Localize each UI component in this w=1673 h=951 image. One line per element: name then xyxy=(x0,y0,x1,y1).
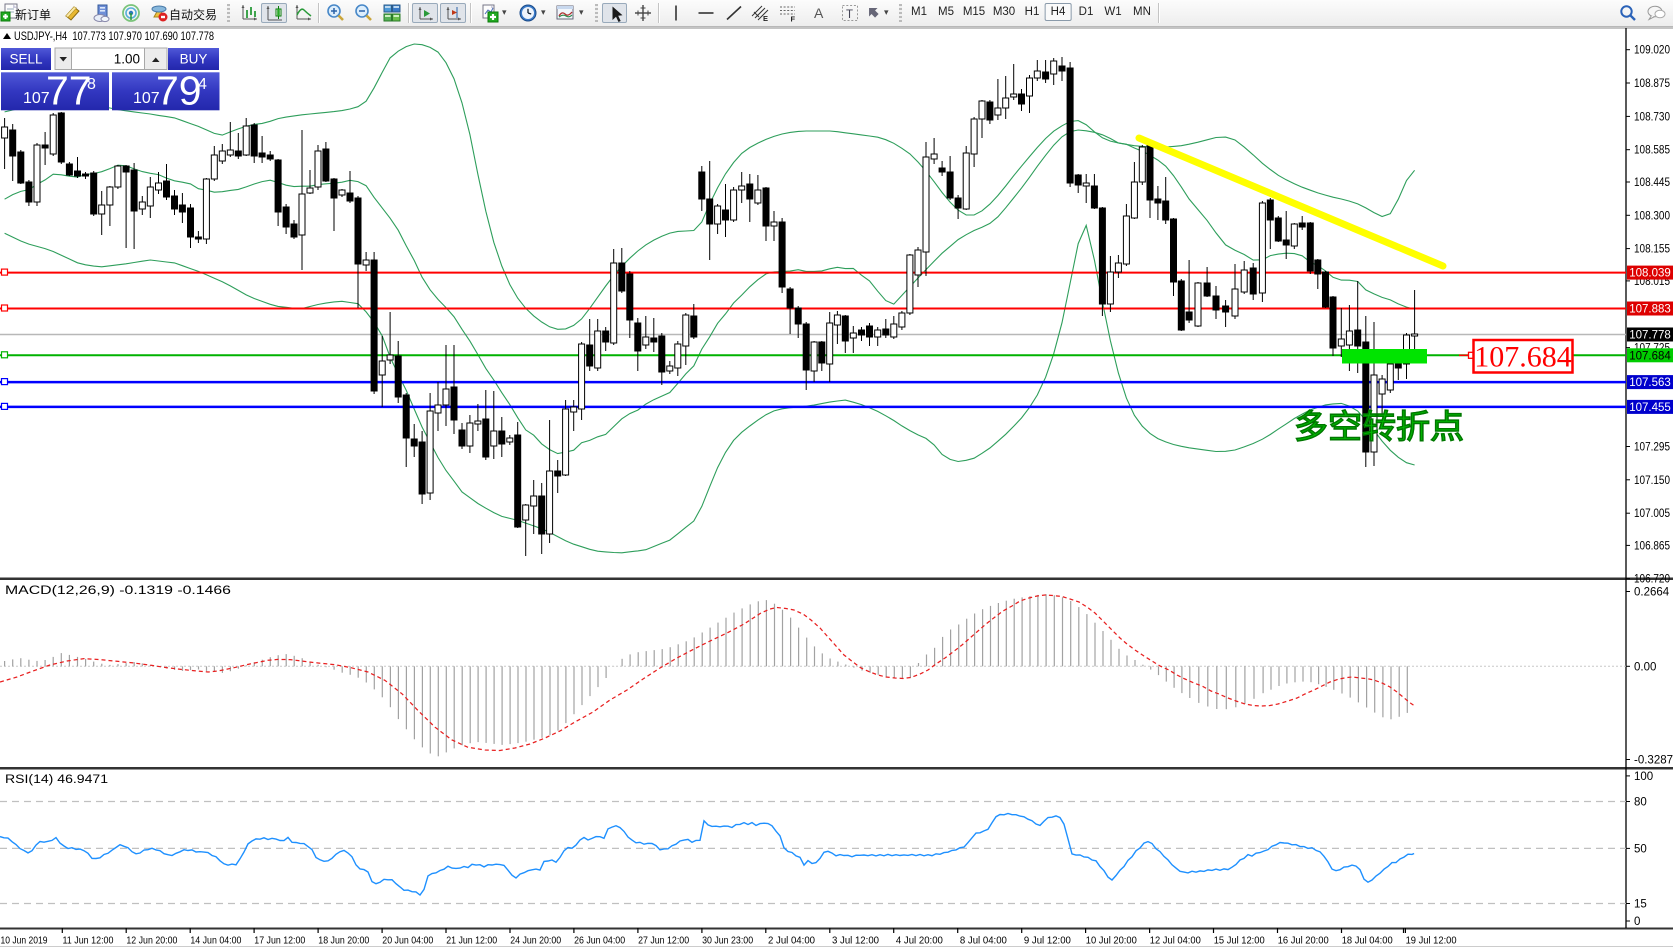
svg-text:107.883: 107.883 xyxy=(1629,304,1671,316)
svg-text:108.300: 108.300 xyxy=(1634,210,1670,222)
svg-text:107.295: 107.295 xyxy=(1634,442,1670,454)
svg-text:21 Jun 12:00: 21 Jun 12:00 xyxy=(446,935,497,947)
svg-text:24 Jun 20:00: 24 Jun 20:00 xyxy=(510,935,561,947)
svg-text:107: 107 xyxy=(133,90,160,107)
svg-text:0.00: 0.00 xyxy=(1634,661,1656,673)
svg-text:108.155: 108.155 xyxy=(1634,244,1670,256)
svg-text:26 Jun 04:00: 26 Jun 04:00 xyxy=(574,935,625,947)
svg-text:108.730: 108.730 xyxy=(1634,111,1670,123)
svg-text:11 Jun 12:00: 11 Jun 12:00 xyxy=(63,935,114,947)
svg-text:4: 4 xyxy=(198,76,207,93)
svg-text:RSI(14) 46.9471: RSI(14) 46.9471 xyxy=(5,774,108,786)
svg-text:8 Jul 04:00: 8 Jul 04:00 xyxy=(960,935,1007,947)
svg-text:107.684: 107.684 xyxy=(1474,341,1572,374)
svg-text:108.585: 108.585 xyxy=(1634,145,1670,157)
svg-text:USDJPY-,H4 107.773 107.970 10: USDJPY-,H4 107.773 107.970 107.690 107.7… xyxy=(14,29,214,43)
svg-text:107.150: 107.150 xyxy=(1634,475,1670,487)
svg-text:108.039: 108.039 xyxy=(1629,268,1671,280)
svg-text:107.684: 107.684 xyxy=(1629,350,1671,362)
svg-text:F: F xyxy=(791,15,796,24)
svg-text:T: T xyxy=(846,9,853,21)
svg-text:107.005: 107.005 xyxy=(1634,508,1670,520)
svg-text:-0.3287: -0.3287 xyxy=(1634,755,1673,767)
svg-text:80: 80 xyxy=(1634,797,1647,809)
svg-text:20 Jun 04:00: 20 Jun 04:00 xyxy=(382,935,433,947)
svg-text:14 Jun 04:00: 14 Jun 04:00 xyxy=(190,935,241,947)
svg-text:108.445: 108.445 xyxy=(1634,177,1670,189)
svg-text:109.020: 109.020 xyxy=(1634,45,1670,57)
svg-text:1.00: 1.00 xyxy=(114,52,140,67)
svg-text:30 Jun 23:00: 30 Jun 23:00 xyxy=(702,935,753,947)
svg-text:16 Jul 20:00: 16 Jul 20:00 xyxy=(1278,935,1329,947)
svg-text:E: E xyxy=(763,14,768,23)
svg-text:10 Jun 2019: 10 Jun 2019 xyxy=(1,935,48,947)
svg-text:8: 8 xyxy=(87,76,96,93)
svg-text:12 Jul 04:00: 12 Jul 04:00 xyxy=(1150,935,1201,947)
svg-text:107: 107 xyxy=(23,90,50,107)
svg-text:17 Jun 12:00: 17 Jun 12:00 xyxy=(254,935,305,947)
svg-text:27 Jun 12:00: 27 Jun 12:00 xyxy=(638,935,689,947)
svg-text:107.455: 107.455 xyxy=(1629,402,1671,414)
svg-text:BUY: BUY xyxy=(180,52,208,67)
svg-text:77: 77 xyxy=(46,68,92,114)
svg-text:107.563: 107.563 xyxy=(1629,377,1671,389)
svg-text:0.2664: 0.2664 xyxy=(1634,587,1670,599)
svg-text:3 Jul 12:00: 3 Jul 12:00 xyxy=(832,935,879,947)
svg-text:15: 15 xyxy=(1634,899,1647,911)
svg-text:10 Jul 20:00: 10 Jul 20:00 xyxy=(1086,935,1137,947)
svg-text:108.875: 108.875 xyxy=(1634,78,1670,90)
svg-text:79: 79 xyxy=(156,68,202,114)
svg-text:15 Jul 12:00: 15 Jul 12:00 xyxy=(1214,935,1265,947)
svg-text:18 Jul 04:00: 18 Jul 04:00 xyxy=(1342,935,1393,947)
svg-text:12 Jun 20:00: 12 Jun 20:00 xyxy=(126,935,177,947)
svg-text:4 Jul 20:00: 4 Jul 20:00 xyxy=(896,935,943,947)
svg-text:2 Jul 04:00: 2 Jul 04:00 xyxy=(768,935,815,947)
svg-text:19 Jul 12:00: 19 Jul 12:00 xyxy=(1406,935,1457,947)
svg-text:18 Jun 20:00: 18 Jun 20:00 xyxy=(318,935,369,947)
svg-text:0: 0 xyxy=(1634,916,1640,928)
svg-text:50: 50 xyxy=(1634,843,1647,855)
svg-text:106.720: 106.720 xyxy=(1634,574,1670,586)
svg-text:100: 100 xyxy=(1634,771,1653,783)
svg-text:MACD(12,26,9) -0.1319 -0.1466: MACD(12,26,9) -0.1319 -0.1466 xyxy=(5,585,231,597)
svg-text:SELL: SELL xyxy=(9,52,43,67)
svg-text:9 Jul 12:00: 9 Jul 12:00 xyxy=(1024,935,1071,947)
svg-text:多空转折点: 多空转折点 xyxy=(1294,408,1464,445)
svg-text:107.778: 107.778 xyxy=(1629,330,1671,342)
svg-text:106.865: 106.865 xyxy=(1634,540,1670,552)
